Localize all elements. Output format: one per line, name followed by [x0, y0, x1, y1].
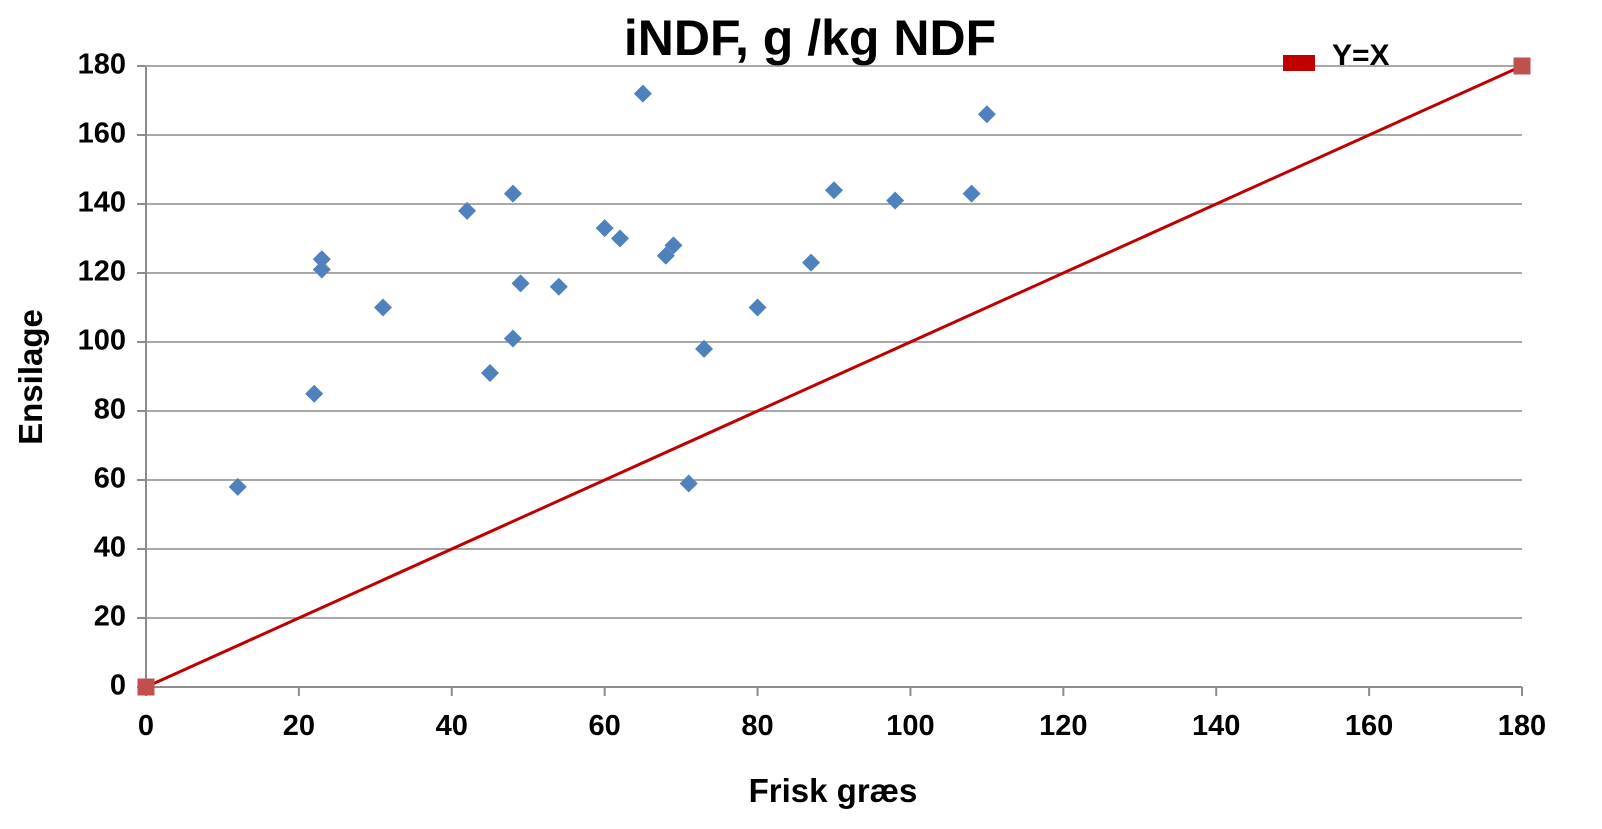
y-tick-label: 120 — [78, 256, 126, 288]
axes — [145, 66, 1522, 688]
data-point — [228, 477, 247, 496]
legend-swatch-y-equals-x — [1283, 55, 1315, 71]
data-point — [825, 181, 843, 200]
data-point — [633, 84, 652, 103]
data-point — [679, 474, 698, 493]
data-point — [312, 250, 331, 269]
data-point — [664, 236, 683, 255]
x-tick-label: 0 — [138, 710, 154, 742]
y-equals-x-series — [137, 57, 1531, 696]
legend: Y=X — [1283, 39, 1390, 72]
y-equals-x-marker — [137, 678, 155, 696]
y-tick-label: 180 — [78, 49, 126, 81]
y-tick-label: 80 — [94, 394, 126, 426]
y-tick-label: 140 — [78, 187, 126, 219]
data-point — [695, 339, 714, 358]
x-tick-label: 180 — [1498, 710, 1546, 742]
x-axis-title: Frisk græs — [749, 772, 918, 809]
x-tick-label: 160 — [1345, 710, 1393, 742]
data-points — [228, 84, 996, 496]
y-tick-label: 60 — [94, 463, 126, 495]
chart-title: iNDF, g /kg NDF — [624, 10, 996, 66]
x-tick-label: 140 — [1192, 710, 1240, 742]
data-point — [458, 201, 477, 220]
data-point — [748, 298, 767, 317]
y-tick-label: 160 — [78, 118, 126, 150]
y-tick-label: 20 — [94, 601, 126, 633]
data-point — [610, 229, 629, 248]
gridlines — [146, 65, 1522, 619]
x-tick-label: 100 — [886, 710, 934, 742]
y-axis-ticks: 0 20 40 60 80 100 120 140 160 180 — [78, 49, 146, 702]
data-point — [373, 298, 392, 317]
legend-label-y-equals-x: Y=X — [1332, 39, 1390, 72]
x-axis-ticks: 0 20 40 60 80 100 120 140 160 180 — [138, 687, 1546, 742]
data-point — [503, 184, 522, 203]
data-point — [886, 191, 905, 210]
data-point — [503, 329, 522, 348]
data-point — [511, 274, 530, 293]
x-tick-label: 20 — [283, 710, 315, 742]
data-point — [312, 260, 331, 279]
data-point — [977, 105, 996, 124]
x-tick-label: 40 — [436, 710, 468, 742]
x-tick-label: 120 — [1039, 710, 1087, 742]
x-tick-label: 60 — [589, 710, 621, 742]
y-axis-title: Ensilage — [12, 309, 49, 445]
data-point — [595, 219, 614, 238]
data-point — [305, 384, 324, 403]
y-equals-x-marker — [1513, 57, 1531, 75]
data-point — [481, 364, 499, 383]
data-point — [549, 277, 568, 296]
y-equals-x-line — [145, 64, 1523, 689]
data-point — [802, 253, 821, 272]
y-tick-label: 40 — [94, 532, 126, 564]
x-tick-label: 80 — [741, 710, 773, 742]
y-tick-label: 0 — [110, 670, 126, 702]
data-point — [962, 184, 981, 203]
y-tick-label: 100 — [78, 325, 126, 357]
